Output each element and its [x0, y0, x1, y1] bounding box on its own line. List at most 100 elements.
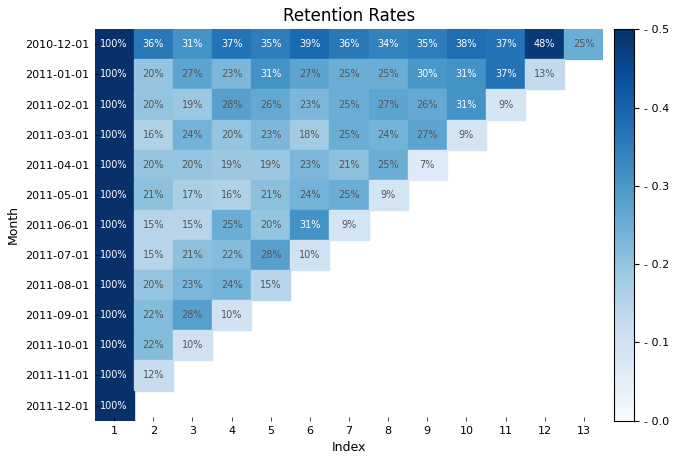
Text: 23%: 23%	[299, 100, 321, 110]
Text: 9%: 9%	[342, 220, 356, 230]
Text: 25%: 25%	[338, 70, 360, 79]
Text: 13%: 13%	[534, 70, 556, 79]
Text: 23%: 23%	[299, 160, 321, 170]
Text: 28%: 28%	[182, 310, 203, 320]
Bar	[134, 180, 173, 210]
Bar	[251, 240, 290, 270]
Bar	[369, 89, 408, 119]
Text: 21%: 21%	[142, 190, 164, 200]
Bar	[329, 59, 369, 89]
Bar	[212, 240, 251, 270]
Bar	[290, 30, 329, 59]
Bar	[251, 180, 290, 210]
Text: 20%: 20%	[260, 220, 281, 230]
Text: 100%: 100%	[101, 39, 128, 49]
Text: 24%: 24%	[299, 190, 321, 200]
Bar	[408, 59, 447, 89]
Bar	[173, 180, 212, 210]
Bar	[251, 210, 290, 240]
Text: 23%: 23%	[182, 280, 203, 290]
Bar	[173, 150, 212, 180]
Text: 31%: 31%	[456, 100, 477, 110]
Text: 23%: 23%	[260, 130, 281, 140]
Text: 37%: 37%	[495, 70, 516, 79]
Text: 37%: 37%	[221, 39, 242, 49]
Bar	[329, 150, 369, 180]
Bar	[251, 59, 290, 89]
Text: 30%: 30%	[416, 70, 438, 79]
Bar	[290, 210, 329, 240]
Text: 21%: 21%	[338, 160, 360, 170]
Text: 25%: 25%	[221, 220, 242, 230]
Bar	[173, 240, 212, 270]
Text: 10%: 10%	[299, 250, 321, 260]
Bar	[173, 270, 212, 300]
X-axis label: Index: Index	[332, 441, 367, 454]
Text: 36%: 36%	[142, 39, 164, 49]
Text: 25%: 25%	[377, 70, 399, 79]
Text: 100%: 100%	[101, 220, 128, 230]
Text: 16%: 16%	[142, 130, 164, 140]
Text: 26%: 26%	[416, 100, 438, 110]
Bar	[486, 59, 525, 89]
Text: 22%: 22%	[221, 250, 242, 260]
Y-axis label: Month: Month	[7, 206, 20, 244]
Text: 25%: 25%	[338, 190, 360, 200]
Bar	[95, 30, 134, 59]
Bar	[95, 300, 134, 331]
Bar	[95, 361, 134, 390]
Bar	[173, 59, 212, 89]
Text: 16%: 16%	[221, 190, 242, 200]
Bar	[134, 240, 173, 270]
Bar	[173, 210, 212, 240]
Text: 31%: 31%	[456, 70, 477, 79]
Bar	[212, 30, 251, 59]
Bar	[134, 150, 173, 180]
Bar	[369, 30, 408, 59]
Text: 100%: 100%	[101, 280, 128, 290]
Bar	[408, 30, 447, 59]
Text: 27%: 27%	[377, 100, 399, 110]
Bar	[447, 89, 486, 119]
Text: 24%: 24%	[221, 280, 242, 290]
Text: 10%: 10%	[221, 310, 242, 320]
Text: 38%: 38%	[456, 39, 477, 49]
Bar	[447, 30, 486, 59]
Text: 35%: 35%	[416, 39, 438, 49]
Text: 28%: 28%	[260, 250, 281, 260]
Bar	[173, 300, 212, 331]
Bar	[212, 150, 251, 180]
Bar	[564, 30, 603, 59]
Text: 100%: 100%	[101, 401, 128, 411]
Bar	[134, 270, 173, 300]
Bar	[212, 300, 251, 331]
Text: 20%: 20%	[182, 160, 203, 170]
Text: 15%: 15%	[142, 220, 164, 230]
Text: 100%: 100%	[101, 371, 128, 380]
Bar	[134, 59, 173, 89]
Text: 10%: 10%	[182, 340, 203, 350]
Bar	[408, 89, 447, 119]
Text: 27%: 27%	[416, 130, 438, 140]
Text: 25%: 25%	[377, 160, 399, 170]
Bar	[212, 89, 251, 119]
Bar	[290, 119, 329, 150]
Bar	[369, 59, 408, 89]
Text: 9%: 9%	[498, 100, 513, 110]
Text: 100%: 100%	[101, 160, 128, 170]
Text: 37%: 37%	[495, 39, 516, 49]
Bar	[251, 89, 290, 119]
Bar	[212, 180, 251, 210]
Bar	[329, 30, 369, 59]
Text: 25%: 25%	[338, 130, 360, 140]
Bar	[212, 270, 251, 300]
Text: 20%: 20%	[221, 130, 242, 140]
Text: 31%: 31%	[299, 220, 321, 230]
Bar	[290, 180, 329, 210]
Bar	[408, 119, 447, 150]
Text: 21%: 21%	[260, 190, 281, 200]
Bar	[329, 180, 369, 210]
Text: 35%: 35%	[260, 39, 281, 49]
Bar	[408, 150, 447, 180]
Text: 34%: 34%	[377, 39, 399, 49]
